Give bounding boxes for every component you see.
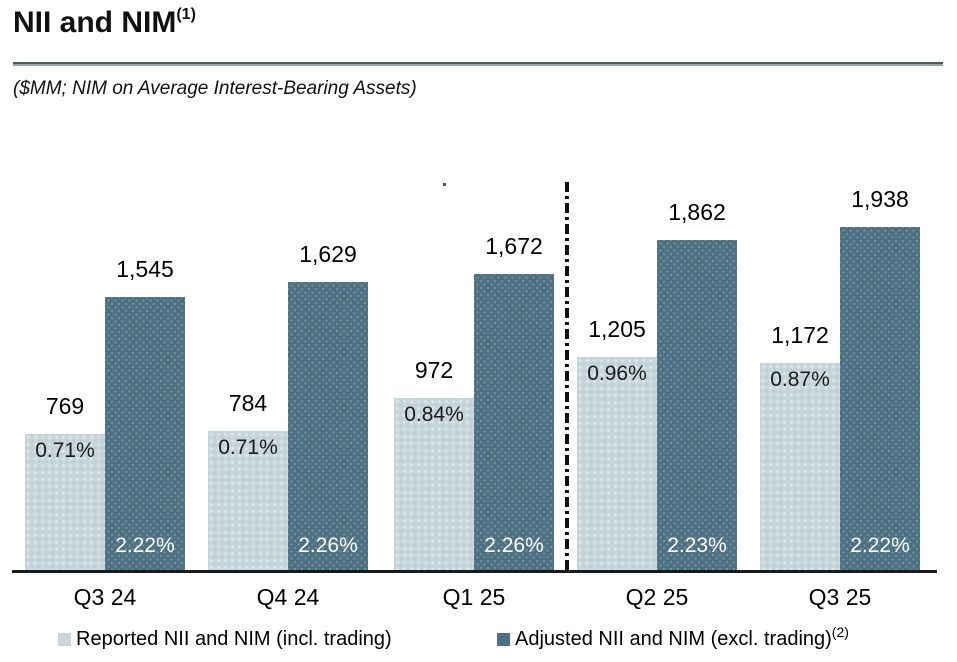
page-title: NII and NIM(1) — [13, 6, 196, 40]
axis-label-q3-24: Q3 24 — [73, 584, 137, 610]
chart-subtitle: ($MM; NIM on Average Interest-Bearing As… — [13, 78, 417, 99]
barwrap: 1,205 0.96% — [577, 316, 657, 570]
nim-label-reported-q4-24: 0.71% — [218, 436, 278, 459]
adjusted-bar-q3-24: 2.22% — [105, 297, 185, 570]
axis-label-q1-25: Q1 25 — [442, 584, 506, 610]
reported-swatch-icon — [58, 632, 71, 646]
nii-value-label-reported-q1-25: 972 — [414, 357, 454, 383]
adjusted-bar-q3-25: 2.22% — [840, 227, 920, 570]
barwrap: 769 0.71% — [25, 393, 105, 570]
barwrap: 1,862 2.23% — [657, 199, 737, 570]
legend-label-reported: Reported NII and NIM (incl. trading) — [76, 627, 392, 650]
nim-label-reported-q3-25: 0.87% — [770, 368, 830, 391]
nii-value-label-adjusted-q3-24: 1,545 — [116, 256, 174, 282]
bar-group-q3-24: 769 0.71% 1,545 2.22% Q3 24 — [25, 256, 185, 610]
nii-value-label-reported-q2-25: 1,205 — [588, 316, 646, 342]
nim-label-reported-q2-25: 0.96% — [587, 362, 647, 385]
period-separator-line — [565, 182, 569, 570]
nii-value-label-adjusted-q4-24: 1,629 — [299, 241, 357, 267]
x-axis-line — [12, 570, 937, 573]
nim-label-adjusted-q2-25: 2.23% — [667, 534, 727, 557]
stray-mark — [443, 183, 446, 186]
reported-bar-q1-25: 0.84% — [394, 398, 474, 570]
nii-value-label-reported-q3-25: 1,172 — [771, 322, 829, 348]
bar-group-q1-25: 972 0.84% 1,672 2.26% Q1 25 — [394, 233, 554, 610]
adjusted-bar-q4-24: 2.26% — [288, 282, 368, 570]
nim-label-adjusted-q3-25: 2.22% — [850, 534, 910, 557]
legend-item-adjusted: Adjusted NII and NIM (excl. trading) (2) — [497, 624, 849, 652]
barwrap: 784 0.71% — [208, 390, 288, 570]
nim-label-adjusted-q4-24: 2.26% — [298, 534, 358, 557]
axis-label-q2-25: Q2 25 — [625, 584, 689, 610]
adjusted-bar-q1-25: 2.26% — [474, 274, 554, 570]
bar-group-q3-25: 1,172 0.87% 1,938 2.22% Q3 25 — [760, 186, 920, 610]
nii-value-label-adjusted-q1-25: 1,672 — [485, 233, 543, 259]
barwrap: 1,672 2.26% — [474, 233, 554, 570]
title-divider — [13, 62, 943, 66]
reported-bar-q3-24: 0.71% — [25, 434, 105, 570]
nii-value-label-reported-q4-24: 784 — [228, 390, 268, 416]
legend-label-adjusted: Adjusted NII and NIM (excl. trading) — [515, 627, 832, 650]
reported-bar-q2-25: 0.96% — [577, 357, 657, 570]
barwrap: 1,545 2.22% — [105, 256, 185, 570]
barwrap: 972 0.84% — [394, 357, 474, 570]
legend-item-reported: Reported NII and NIM (incl. trading) — [58, 626, 392, 652]
bar-group-q4-24: 784 0.71% 1,629 2.26% Q4 24 — [208, 241, 368, 610]
barwrap: 1,938 2.22% — [840, 186, 920, 570]
barwrap: 1,172 0.87% — [760, 322, 840, 570]
nim-label-adjusted-q1-25: 2.26% — [484, 534, 544, 557]
adjusted-bar-q2-25: 2.23% — [657, 240, 737, 570]
reported-bar-q3-25: 0.87% — [760, 363, 840, 570]
nim-label-adjusted-q3-24: 2.22% — [115, 534, 175, 557]
title-footnote-marker: (1) — [176, 6, 196, 23]
axis-label-q4-24: Q4 24 — [256, 584, 320, 610]
axis-label-q3-25: Q3 25 — [808, 584, 872, 610]
reported-bar-q4-24: 0.71% — [208, 431, 288, 570]
legend-footnote-marker: (2) — [831, 624, 849, 640]
nii-value-label-adjusted-q2-25: 1,862 — [668, 199, 726, 225]
nii-value-label-reported-q3-24: 769 — [45, 393, 85, 419]
barwrap: 1,629 2.26% — [288, 241, 368, 570]
nim-label-reported-q3-24: 0.71% — [35, 439, 95, 462]
adjusted-swatch-icon — [497, 632, 510, 646]
page-title-text: NII and NIM — [13, 6, 177, 39]
nii-value-label-adjusted-q3-25: 1,938 — [851, 186, 909, 212]
nim-label-reported-q1-25: 0.84% — [404, 403, 464, 426]
bar-group-q2-25: 1,205 0.96% 1,862 2.23% Q2 25 — [577, 199, 737, 610]
